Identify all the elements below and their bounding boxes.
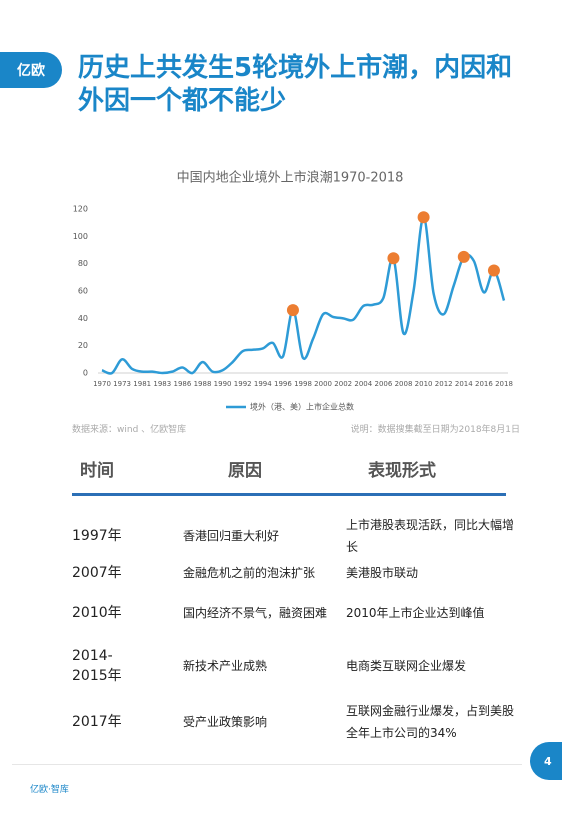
table-cell: 互联网金融行业爆发，占到美股全年上市公司的34% (346, 704, 515, 740)
table-rule (72, 493, 506, 496)
x-tick-label: 2002 (334, 380, 352, 388)
legend-label: 境外（港、美）上市企业总数 (250, 402, 354, 412)
x-tick-label: 1983 (153, 380, 171, 388)
x-tick-label: 2018 (495, 380, 513, 388)
note: 说明：数据搜集截至日期为2018年8月1日 (350, 425, 520, 435)
table-cell: 1997年 (72, 528, 122, 544)
table-header: 时间 (80, 461, 114, 481)
y-tick-label: 100 (73, 232, 88, 241)
table-cell: 香港回归重大利好 (183, 529, 280, 543)
x-tick-label: 2008 (395, 380, 413, 388)
x-tick-label: 2004 (354, 380, 372, 388)
x-tick-label: 2014 (455, 380, 473, 388)
highlight-marker (387, 252, 400, 265)
footer-logo: 亿欧·智库 (30, 785, 69, 795)
page-number: 4 (530, 742, 562, 780)
table-cell: 国内经济不景气，融资困难 (183, 606, 328, 620)
source: 数据来源：wind 、亿欧智库 (72, 425, 187, 435)
x-tick-label: 1994 (254, 380, 272, 388)
x-tick-label: 1986 (173, 380, 191, 388)
table-cell: 金融危机之前的泡沫扩张 (183, 566, 316, 580)
x-tick-label: 1981 (133, 380, 151, 388)
y-tick-label: 0 (83, 369, 88, 378)
x-tick-label: 1973 (113, 380, 131, 388)
x-tick-label: 1992 (234, 380, 252, 388)
table-cell: 2014-2015年 (72, 648, 122, 684)
x-tick-label: 2012 (435, 380, 453, 388)
line (101, 215, 506, 375)
highlight-marker (457, 250, 470, 263)
highlight-marker (286, 304, 299, 317)
table-cell: 电商类互联网企业爆发 (346, 659, 467, 673)
y-tick-label: 80 (78, 259, 88, 268)
x-tick-label: 2010 (415, 380, 433, 388)
x-tick-label: 2016 (475, 380, 493, 388)
x-tick-label: 1998 (294, 380, 312, 388)
table-header: 原因 (228, 461, 262, 481)
table-cell: 受产业政策影响 (183, 715, 268, 729)
y-tick-label: 120 (73, 205, 88, 214)
footer-line (12, 764, 522, 765)
highlight-marker (487, 264, 500, 277)
table-cell: 新技术产业成熟 (183, 659, 268, 673)
x-tick-label: 1970 (93, 380, 111, 388)
page-title: 历史上共发生5轮境外上市潮，内因和外因一个都不能少 (78, 53, 513, 116)
logo-badge: 亿欧 (0, 52, 62, 88)
y-tick-label: 40 (78, 314, 88, 323)
y-tick-label: 20 (78, 341, 88, 350)
x-tick-label: 1990 (214, 380, 232, 388)
table-cell: 美港股市联动 (346, 566, 419, 580)
y-tick-label: 60 (78, 287, 88, 296)
table-header: 表现形式 (368, 461, 436, 481)
table-cell: 2017年 (72, 714, 122, 730)
table-cell: 上市港股表现活跃，同比大幅增长 (346, 518, 515, 554)
table-cell: 2007年 (72, 565, 122, 581)
table-cell: 2010年 (72, 605, 122, 621)
chart-title: 中国内地企业境外上市浪潮1970-2018 (177, 170, 404, 186)
x-tick-label: 1996 (274, 380, 292, 388)
chart: 中国内地企业境外上市浪潮1970-2018 0 20 40 60 80 100 120 197… (73, 170, 513, 412)
x-tick-label: 2006 (374, 380, 392, 388)
x-tick-label: 1988 (194, 380, 212, 388)
highlight-marker (417, 211, 430, 224)
x-tick-label: 2000 (314, 380, 332, 388)
table-cell: 2010年上市企业达到峰值 (346, 606, 485, 620)
